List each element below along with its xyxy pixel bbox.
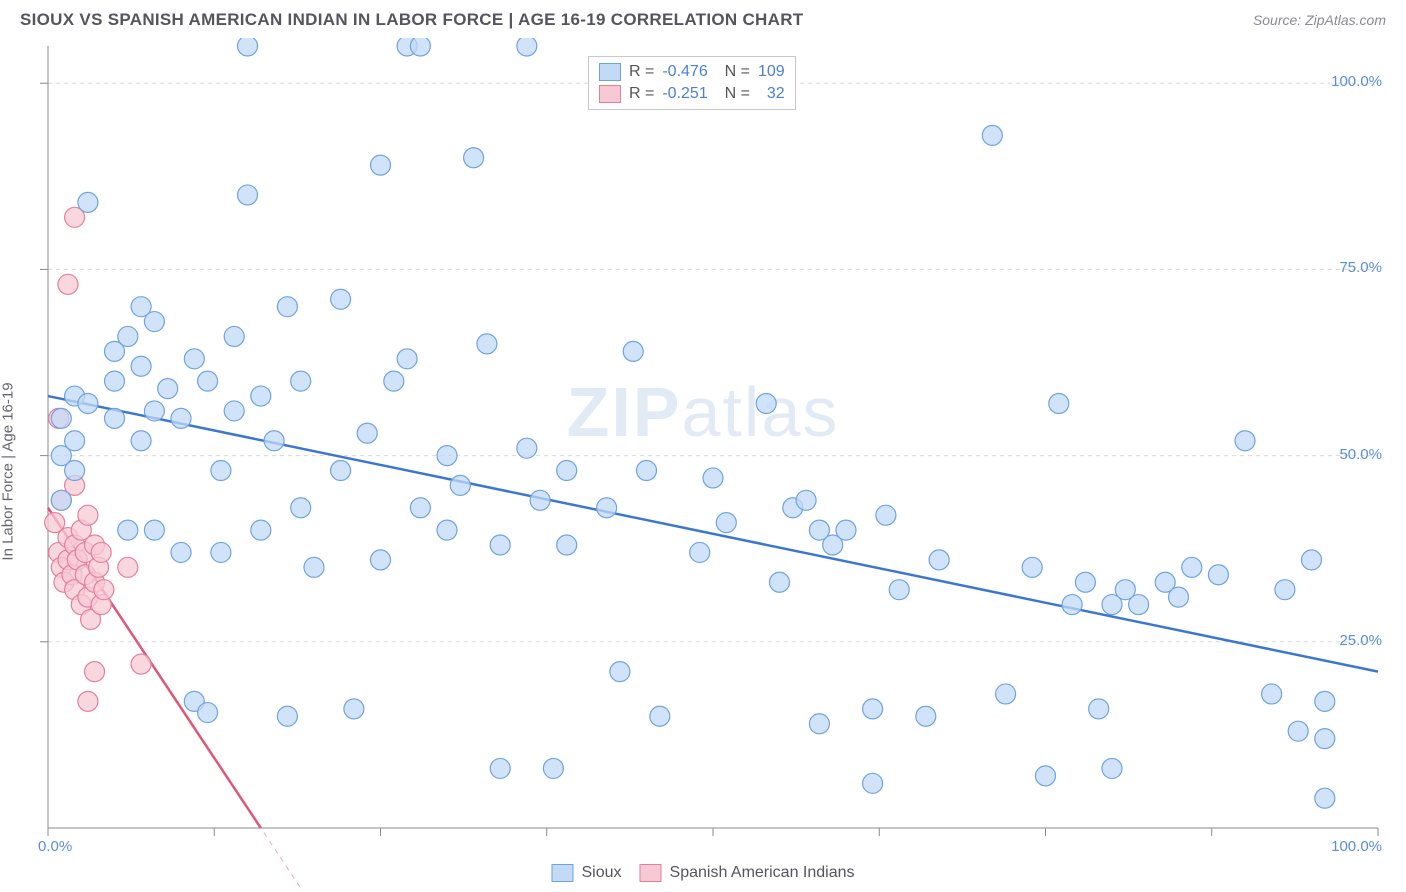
legend-item-spanish: Spanish American Indians	[640, 864, 855, 882]
stats-r-spanish: -0.251	[662, 85, 707, 103]
stats-n-label: N =	[716, 85, 750, 103]
y-tick-label: 100.0%	[1331, 73, 1382, 90]
stats-box: R = -0.476 N = 109 R = -0.251 N = 32	[588, 56, 796, 110]
legend-swatch-spanish	[640, 864, 662, 882]
x-min-label: 0.0%	[38, 838, 72, 855]
stats-n-label: N =	[716, 63, 750, 81]
legend-label-sioux: Sioux	[581, 864, 621, 882]
legend-item-sioux: Sioux	[551, 864, 621, 882]
x-max-label: 100.0%	[1331, 838, 1382, 855]
stats-row-sioux: R = -0.476 N = 109	[599, 61, 785, 83]
swatch-spanish	[599, 85, 621, 103]
scatter-chart	[0, 38, 1406, 888]
chart-container: In Labor Force | Age 16-19 ZIPatlas R = …	[0, 38, 1406, 888]
stats-r-label: R =	[629, 63, 654, 81]
legend-label-spanish: Spanish American Indians	[670, 864, 855, 882]
source-label: Source: ZipAtlas.com	[1253, 12, 1386, 28]
stats-r-label: R =	[629, 85, 654, 103]
y-tick-label: 75.0%	[1339, 259, 1382, 276]
chart-title: SIOUX VS SPANISH AMERICAN INDIAN IN LABO…	[20, 10, 803, 30]
swatch-sioux	[599, 63, 621, 81]
stats-n-sioux: 109	[758, 63, 785, 81]
y-tick-label: 25.0%	[1339, 632, 1382, 649]
stats-row-spanish: R = -0.251 N = 32	[599, 83, 785, 105]
y-tick-label: 50.0%	[1339, 446, 1382, 463]
stats-r-sioux: -0.476	[662, 63, 707, 81]
stats-n-spanish: 32	[758, 85, 785, 103]
legend-swatch-sioux	[551, 864, 573, 882]
legend: Sioux Spanish American Indians	[551, 864, 854, 882]
